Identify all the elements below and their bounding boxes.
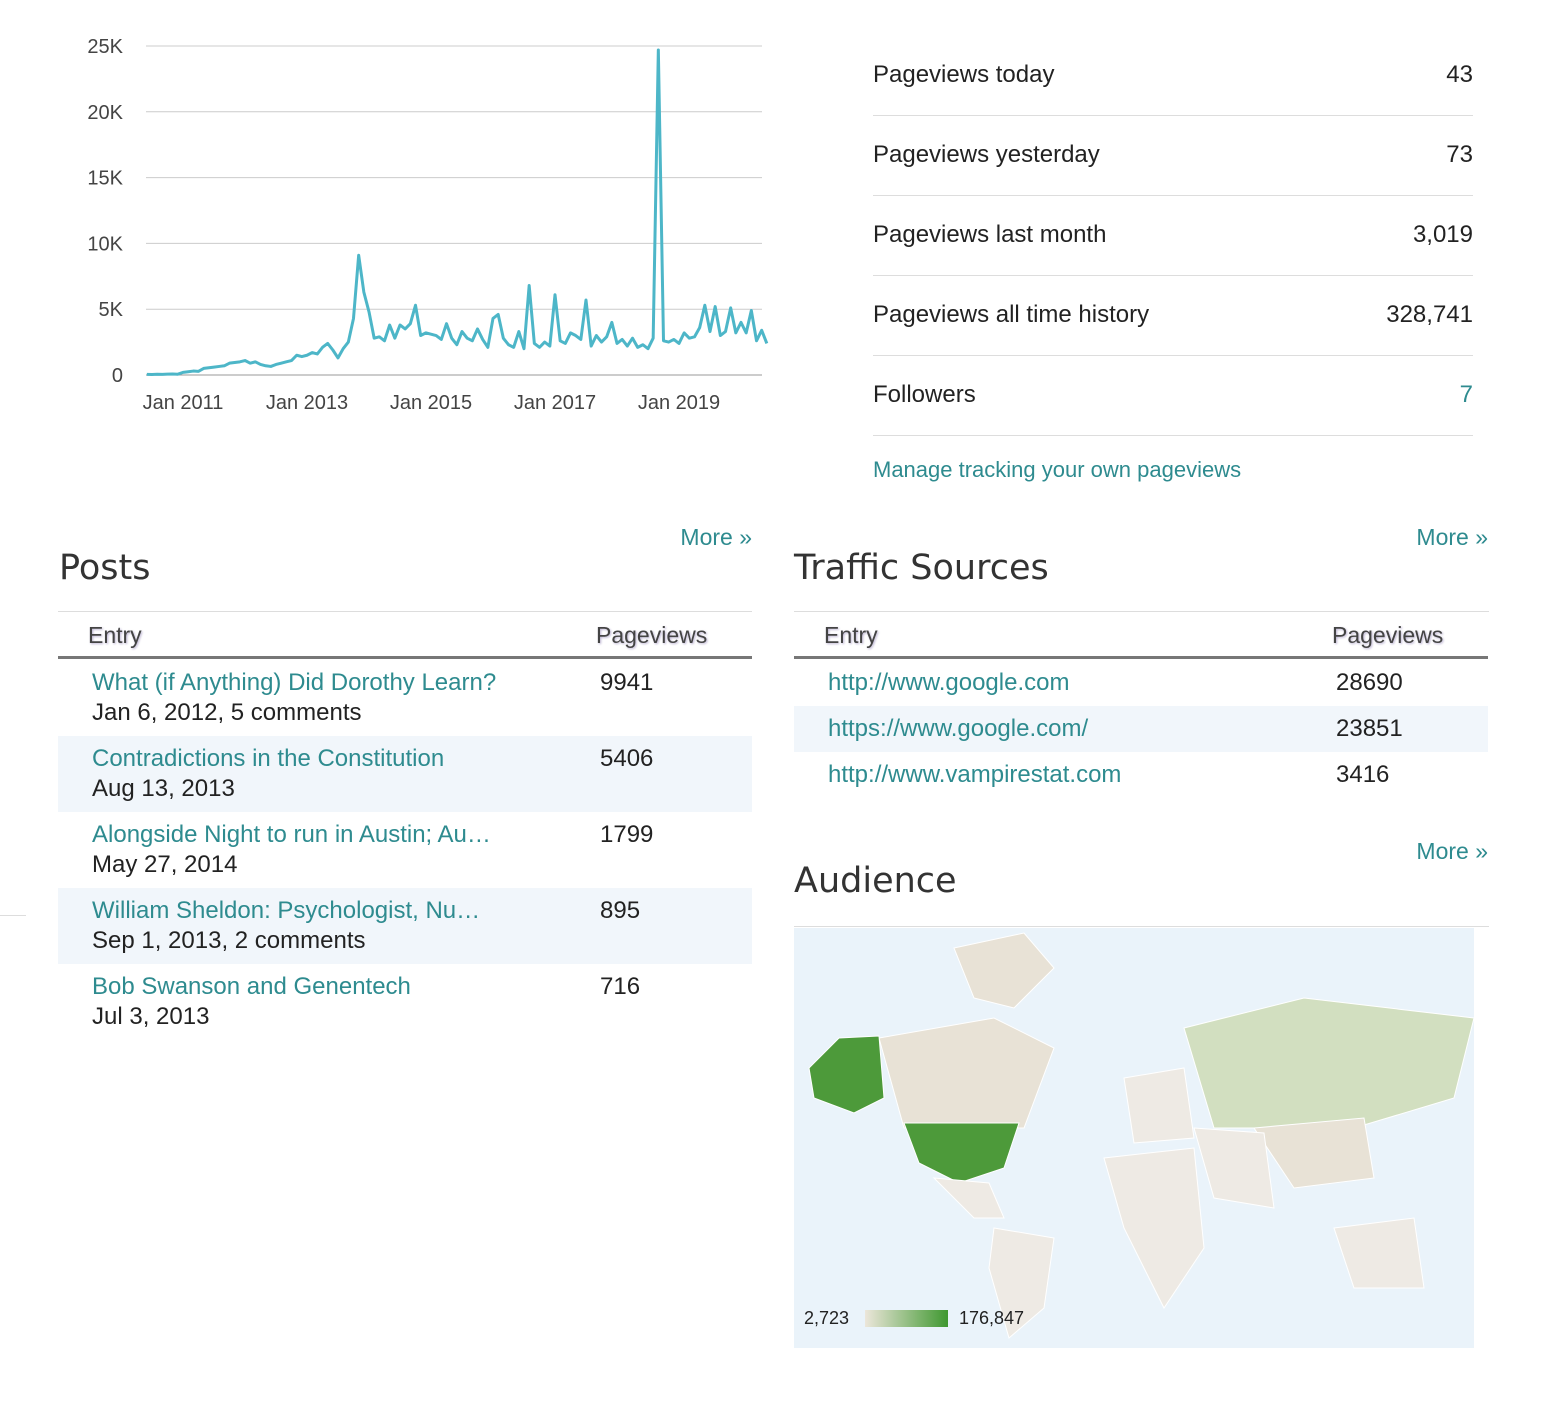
column-header: Pageviews — [1332, 622, 1444, 648]
row-bg — [58, 736, 752, 812]
stat-value[interactable]: 7 — [1459, 381, 1473, 408]
x-tick-label: Jan 2013 — [266, 392, 348, 414]
column-header: Pageviews — [596, 622, 708, 648]
post-meta: Jan 6, 2012, 5 comments — [92, 699, 362, 726]
post-title[interactable]: What (if Anything) Did Dorothy Learn? — [92, 669, 497, 696]
stat-value: 328,741 — [1386, 301, 1473, 328]
y-tick-label: 0 — [112, 365, 123, 387]
post-pageviews: 5406 — [600, 745, 654, 772]
source-url[interactable]: https://www.google.com/ — [828, 715, 1089, 742]
divider — [794, 926, 1489, 927]
x-tick-label: Jan 2017 — [514, 392, 596, 414]
y-tick-label: 5K — [99, 299, 124, 321]
line — [146, 48, 769, 376]
post-pageviews: 1799 — [600, 821, 654, 848]
post-meta: Jul 3, 2013 — [92, 1003, 210, 1030]
manage-link[interactable]: Manage tracking your own pageviews — [873, 457, 1242, 482]
source-pageviews: 23851 — [1336, 715, 1403, 742]
source-pageviews: 3416 — [1336, 761, 1390, 788]
stat-row: Followers 7 — [873, 355, 1473, 436]
x-tick-label: Jan 2015 — [390, 392, 472, 414]
post-pageviews: 895 — [600, 897, 641, 924]
section-title: Audience — [794, 861, 957, 901]
stat-value: 43 — [1446, 61, 1473, 88]
post-title[interactable]: Bob Swanson and Genentech — [92, 973, 411, 1000]
more-link[interactable]: More » — [1416, 838, 1488, 864]
row-bg — [794, 706, 1488, 752]
post-title[interactable]: Alongside Night to run in Austin; Au… — [92, 821, 491, 848]
stat-row: Pageviews today 43 — [873, 35, 1473, 116]
divider — [58, 611, 752, 612]
stat-label: Pageviews last month — [873, 221, 1107, 248]
stat-row: Pageviews yesterday 73 — [873, 115, 1473, 196]
post-meta: Aug 13, 2013 — [92, 775, 235, 802]
stat-row: Pageviews all time history 328,741 — [873, 275, 1473, 356]
stat-label: Pageviews all time history — [873, 301, 1150, 328]
post-title[interactable]: William Sheldon: Psychologist, Nu… — [92, 897, 481, 924]
column-header: Entry — [88, 622, 142, 648]
post-pageviews: 716 — [600, 973, 641, 1000]
legend-max: 176,847 — [959, 1308, 1025, 1328]
y-tick-label: 10K — [87, 233, 123, 255]
world-map — [794, 928, 1474, 1348]
section-title: Posts — [59, 548, 151, 588]
source-url[interactable]: http://www.vampirestat.com — [828, 761, 1122, 788]
post-meta: May 27, 2014 — [92, 851, 238, 878]
post-meta: Sep 1, 2013, 2 comments — [92, 927, 366, 954]
row-bg — [58, 888, 752, 964]
divider — [794, 656, 1488, 659]
stat-label: Followers — [873, 381, 976, 408]
stat-label: Pageviews yesterday — [873, 141, 1100, 168]
y-tick-label: 15K — [87, 168, 123, 190]
divider — [0, 915, 26, 916]
divider — [58, 656, 752, 659]
x-tick-label: Jan 2011 — [143, 392, 224, 414]
y-tick-label: 20K — [87, 102, 123, 124]
divider — [794, 611, 1489, 612]
post-pageviews: 9941 — [600, 669, 654, 696]
post-title[interactable]: Contradictions in the Constitution — [92, 745, 445, 772]
pageview-chart: 0 5K 10K 15K 20K 25K Jan 2011 Jan 2013 Jan 2015 J… — [87, 36, 769, 414]
stat-row: Pageviews last month 3,019 — [873, 195, 1473, 276]
more-link[interactable]: More » — [680, 524, 752, 550]
source-url[interactable]: http://www.google.com — [828, 669, 1070, 696]
stat-label: Pageviews today — [873, 61, 1055, 88]
source-pageviews: 28690 — [1336, 669, 1403, 696]
x-tick-label: Jan 2019 — [638, 392, 720, 414]
stat-value: 73 — [1446, 141, 1473, 168]
legend-min: 2,723 — [804, 1308, 850, 1328]
section-title: Traffic Sources — [794, 548, 1049, 588]
more-link[interactable]: More » — [1416, 524, 1488, 550]
column-header: Entry — [824, 622, 878, 648]
y-tick-label: 25K — [87, 36, 123, 58]
stat-value: 3,019 — [1412, 221, 1473, 248]
